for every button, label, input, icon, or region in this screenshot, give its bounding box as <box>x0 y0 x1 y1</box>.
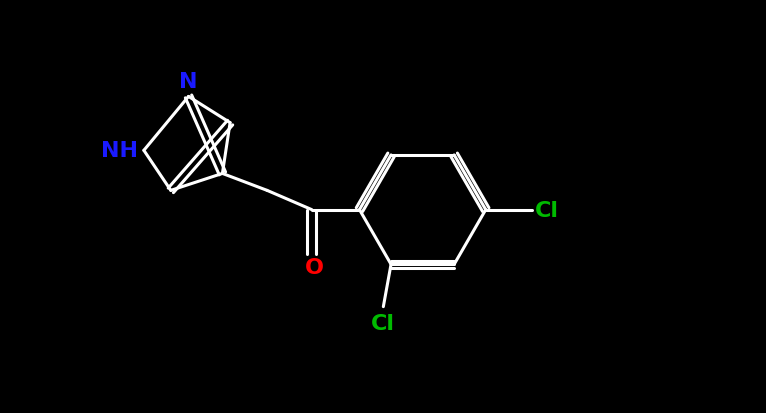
Text: O: O <box>305 258 323 278</box>
Text: Cl: Cl <box>535 200 559 220</box>
Text: NH: NH <box>101 141 139 161</box>
Text: N: N <box>179 72 198 92</box>
Text: Cl: Cl <box>372 313 395 333</box>
